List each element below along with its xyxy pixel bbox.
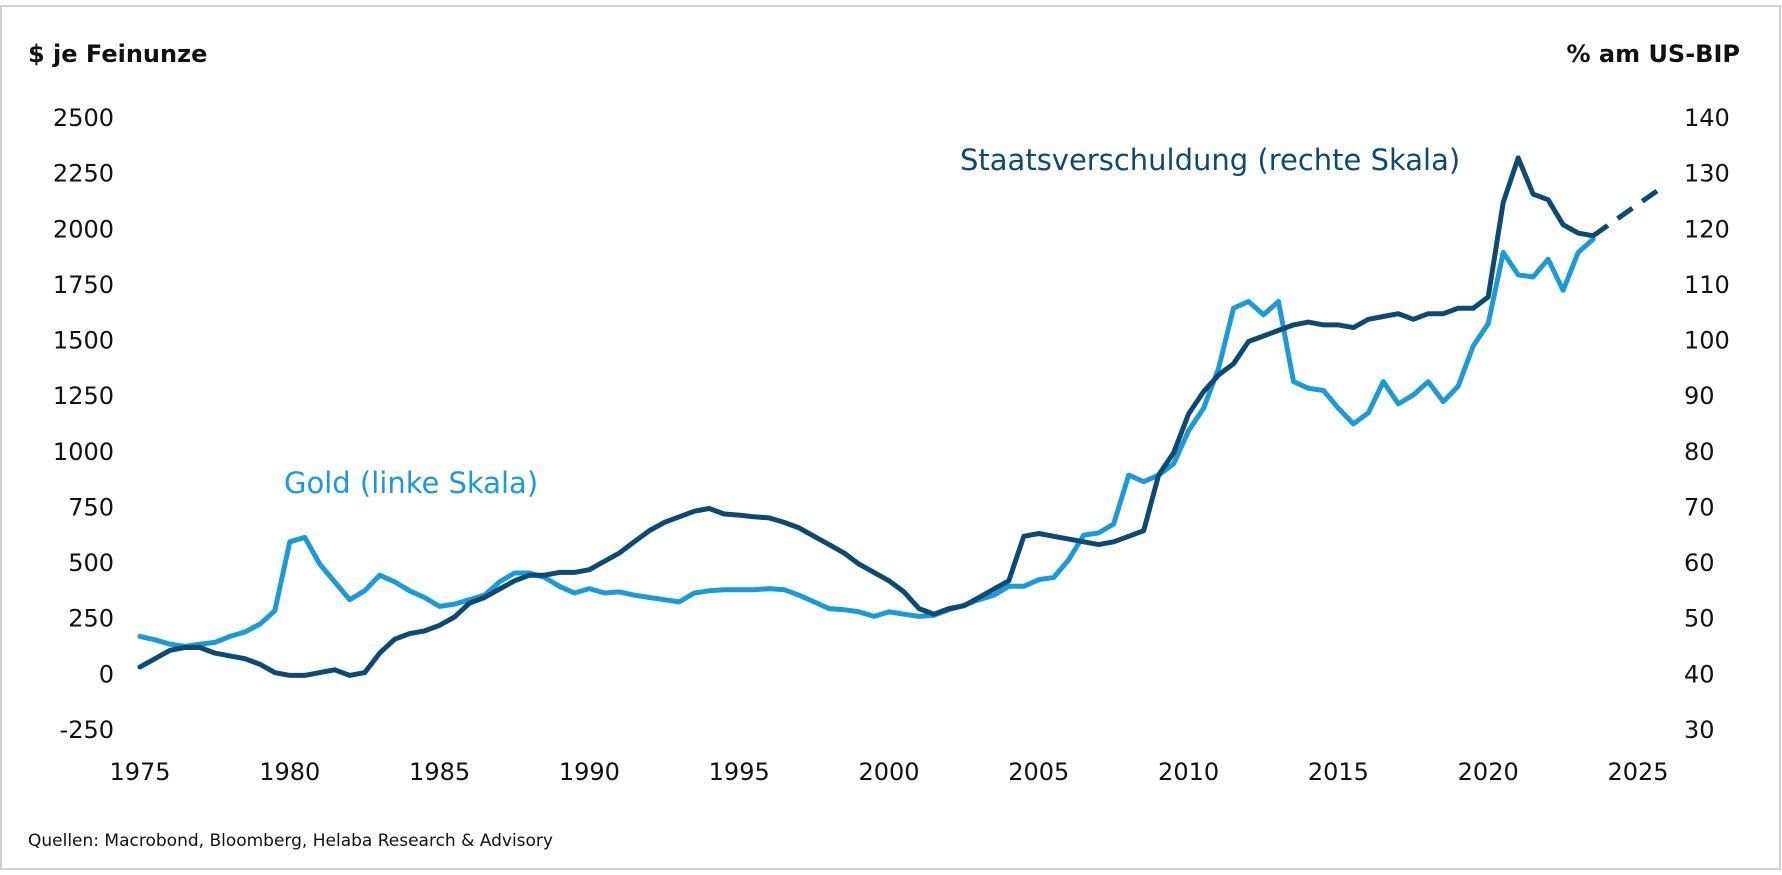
source-note: Quellen: Macrobond, Bloomberg, Helaba Re… [28,831,553,851]
y2-tick-label: 140 [1684,104,1730,132]
y-tick-label: 2000 [53,215,114,243]
y-tick-label: 1000 [53,438,114,466]
x-tick-label: 1985 [409,758,470,786]
y2-tick-label: 90 [1684,382,1715,410]
y-tick-label: -250 [60,716,114,744]
x-tick-label: 2015 [1308,758,1369,786]
y-tick-label: 500 [68,549,114,577]
y-tick-label: 1750 [53,271,114,299]
x-tick-label: 1995 [709,758,770,786]
y-axis-label: $ je Feinunze [28,40,207,68]
y-tick-label: 1500 [53,327,114,355]
x-tick-label: 2025 [1607,758,1668,786]
y-tick-label: 250 [68,605,114,633]
y-tick-label: 750 [68,493,114,521]
x-tick-label: 1990 [559,758,620,786]
series-line [137,155,1596,678]
y2-tick-label: 50 [1684,605,1715,633]
y2-tick-label: 110 [1684,271,1730,299]
x-tick-label: 2020 [1458,758,1519,786]
y2-tick-label: 70 [1684,493,1715,521]
x-tick-label: 1980 [259,758,320,786]
y-tick-label: 0 [99,660,114,688]
series-annotation: Gold (linke Skala) [284,466,538,500]
y2-axis-label: % am US-BIP [1566,40,1740,68]
x-tick-label: 1975 [109,758,170,786]
y2-tick-label: 100 [1684,327,1730,355]
y-tick-label: 2250 [53,160,114,188]
y2-tick-label: 80 [1684,438,1715,466]
y2-tick-label: 130 [1684,160,1730,188]
y2-tick-label: 30 [1684,716,1715,744]
y2-tick-label: 60 [1684,549,1715,577]
y-tick-label: 1250 [53,382,114,410]
y-tick-label: 2500 [53,104,114,132]
x-tick-label: 2000 [858,758,919,786]
series-annotation: Staatsverschuldung (rechte Skala) [960,143,1460,177]
x-tick-label: 2005 [1008,758,1069,786]
y2-tick-label: 120 [1684,215,1730,243]
x-tick-label: 2010 [1158,758,1219,786]
frame [0,5,1781,870]
series-line-forecast [1591,186,1662,238]
y2-tick-label: 40 [1684,660,1715,688]
series-line [137,236,1596,649]
